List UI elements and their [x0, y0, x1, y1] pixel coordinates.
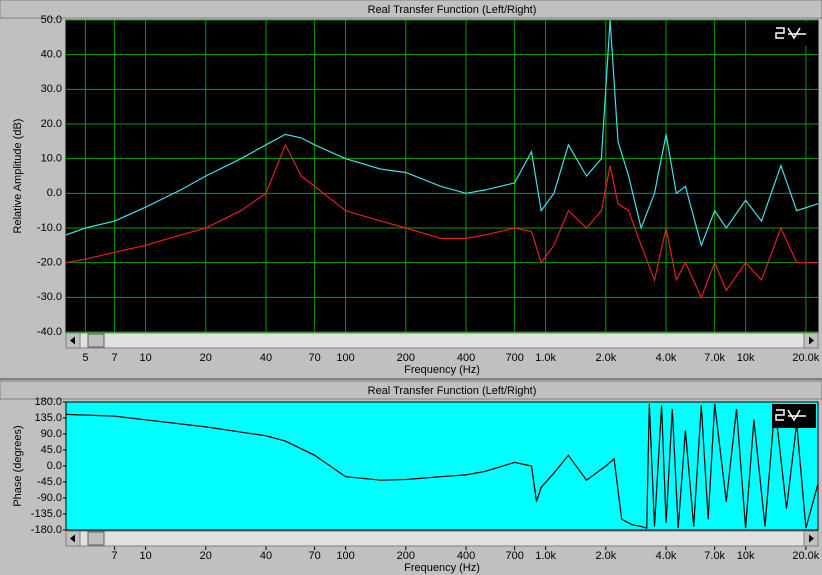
y-tick-label: -10.0	[37, 222, 62, 234]
scroll-thumb	[87, 531, 105, 546]
x-axis-label: Frequency (Hz)	[404, 364, 480, 376]
title-bar	[0, 380, 822, 400]
y-tick-label: 0.0	[47, 187, 62, 199]
y-axis-label: Relative Amplitude (dB)	[12, 119, 24, 234]
y-tick-label: 0.0	[47, 460, 62, 472]
y-tick-label: 135.0	[34, 412, 62, 424]
x-tick-label: 100	[336, 352, 354, 364]
scrollbar	[65, 530, 819, 547]
x-tick-label: 20	[200, 352, 212, 364]
scroll-right-arrow	[809, 534, 814, 543]
scroll-left-arrow	[70, 534, 75, 543]
x-tick-label: 2.0k	[595, 550, 616, 562]
x-tick-label: 7.0k	[704, 352, 725, 364]
y-tick-label: -180.0	[31, 524, 62, 536]
x-tick-label: 7.0k	[704, 550, 725, 562]
y-tick-label: -135.0	[31, 508, 62, 520]
y-tick-label: -30.0	[37, 291, 62, 303]
scroll-right-arrow	[809, 336, 814, 345]
x-tick-label: 5	[82, 352, 88, 364]
x-tick-label: 4.0k	[656, 550, 677, 562]
y-tick-label: -40.0	[37, 326, 62, 338]
y-tick-label: 20.0	[41, 118, 62, 130]
y-tick-label: -20.0	[37, 257, 62, 269]
x-tick-label: 70	[309, 550, 321, 562]
logo-icon	[775, 409, 806, 422]
y-tick-label: 10.0	[41, 153, 62, 165]
scroll-left-arrow	[70, 336, 75, 345]
x-tick-label: 700	[505, 352, 523, 364]
x-tick-label: 700	[505, 550, 523, 562]
x-tick-label: 1.0k	[535, 550, 556, 562]
title-bar	[0, 0, 822, 19]
series-line	[66, 143, 818, 299]
x-tick-label: 20	[200, 550, 212, 562]
logo-icon	[775, 27, 806, 40]
x-tick-label: 200	[397, 550, 415, 562]
y-tick-label: 40.0	[41, 49, 62, 61]
y-tick-label: 90.0	[41, 428, 62, 440]
x-tick-label: 10	[139, 550, 151, 562]
x-tick-label: 70	[309, 352, 321, 364]
x-axis-label: Frequency (Hz)	[404, 562, 480, 574]
x-tick-label: 200	[397, 352, 415, 364]
x-tick-label: 1.0k	[535, 352, 556, 364]
x-tick-label: 2.0k	[595, 352, 616, 364]
x-tick-label: 10k	[737, 550, 755, 562]
y-tick-label: 30.0	[41, 83, 62, 95]
x-tick-label: 20.0k	[792, 352, 819, 364]
x-tick-label: 10k	[737, 352, 755, 364]
x-tick-label: 100	[336, 550, 354, 562]
x-tick-label: 7	[112, 550, 118, 562]
x-tick-label: 400	[457, 550, 475, 562]
y-tick-label: -90.0	[37, 492, 62, 504]
scroll-thumb	[87, 333, 105, 348]
series-line	[66, 403, 818, 530]
chart-title: Real Transfer Function (Left/Right)	[368, 385, 537, 397]
x-tick-label: 40	[260, 550, 272, 562]
y-tick-label: -45.0	[37, 476, 62, 488]
x-tick-label: 400	[457, 352, 475, 364]
y-tick-label: 50.0	[41, 14, 62, 26]
y-tick-label: 45.0	[41, 444, 62, 456]
x-tick-label: 7	[112, 352, 118, 364]
y-axis-label: Phase (degrees)	[12, 425, 24, 506]
y-tick-label: 180.0	[34, 396, 62, 408]
x-tick-label: 10	[139, 352, 151, 364]
chart-title: Real Transfer Function (Left/Right)	[368, 4, 537, 16]
scrollbar	[65, 332, 819, 349]
x-tick-label: 4.0k	[656, 352, 677, 364]
series-line	[66, 20, 818, 248]
plot-area	[65, 19, 819, 333]
x-tick-label: 40	[260, 352, 272, 364]
x-tick-label: 20.0k	[792, 550, 819, 562]
